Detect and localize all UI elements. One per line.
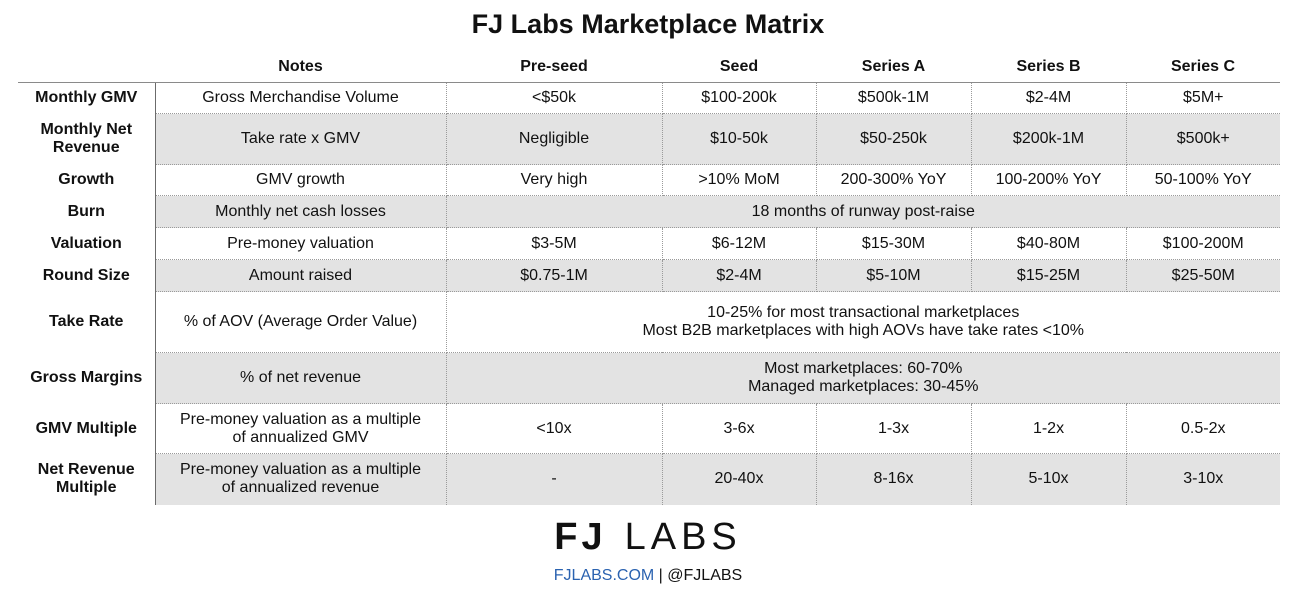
row-notes: % of AOV (Average Order Value): [155, 291, 447, 353]
row-label: Growth: [18, 164, 156, 196]
cell-seed: >10% MoM: [662, 164, 817, 196]
row-notes: % of net revenue: [155, 352, 447, 404]
cell-series-a: $500k-1M: [816, 82, 972, 114]
cell-series-c: $5M+: [1126, 82, 1280, 114]
cell-seed: 20-40x: [662, 453, 817, 505]
cell-series-c: $25-50M: [1126, 259, 1280, 292]
header-seed: Seed: [662, 52, 816, 83]
row-monthly-gmv: Monthly GMV Gross Merchandise Volume <$5…: [18, 82, 1280, 114]
cell-line-2: Most B2B marketplaces with high AOVs hav…: [642, 322, 1085, 339]
cell-pre-seed: $0.75-1M: [446, 259, 663, 292]
header-series-a: Series A: [816, 52, 971, 83]
row-growth: Growth GMV growth Very high >10% MoM 200…: [18, 164, 1280, 196]
cell-pre-seed: Very high: [446, 164, 663, 196]
row-label: Round Size: [18, 259, 156, 292]
cell-pre-seed: $3-5M: [446, 227, 663, 260]
cell-series-a: 1-3x: [816, 403, 972, 454]
cell-line-1: 10-25% for most transactional marketplac…: [707, 304, 1020, 321]
cell-seed: $100-200k: [662, 82, 817, 114]
row-label-line-1: Monthly Net: [40, 121, 133, 138]
header-pre-seed: Pre-seed: [446, 52, 662, 83]
fj-labs-logo: FJ LABS: [0, 514, 1296, 560]
row-notes: Pre-money valuation as a multiple of annu…: [155, 453, 447, 505]
row-monthly-net-revenue: Monthly Net Revenue Take rate x GMV Negli…: [18, 113, 1280, 165]
row-valuation: Valuation Pre-money valuation $3-5M $6-1…: [18, 227, 1280, 260]
footer: FJLABS.COM | @FJLABS: [0, 565, 1296, 587]
cell-series-c: $100-200M: [1126, 227, 1280, 260]
cell-series-a: $50-250k: [816, 113, 972, 165]
header-row: Notes Pre-seed Seed Series A Series B Se…: [18, 52, 1280, 83]
row-notes: Amount raised: [155, 259, 447, 292]
row-gross-margins: Gross Margins % of net revenue Most mark…: [18, 352, 1280, 404]
cell-series-a: $15-30M: [816, 227, 972, 260]
row-gmv-multiple: GMV Multiple Pre-money valuation as a mu…: [18, 403, 1280, 454]
row-label: Net Revenue Multiple: [18, 453, 156, 505]
cell-pre-seed: Negligible: [446, 113, 663, 165]
website-link[interactable]: FJLABS.COM: [553, 567, 655, 584]
row-label: Gross Margins: [18, 352, 156, 404]
cell-line-2: Managed marketplaces: 30-45%: [748, 378, 979, 395]
notes-line-1: Pre-money valuation as a multiple: [179, 461, 421, 479]
cell-series-c: $500k+: [1126, 113, 1280, 165]
cell-series-b: $15-25M: [971, 259, 1127, 292]
cell-series-a: 200-300% YoY: [816, 164, 972, 196]
cell-pre-seed: -: [446, 453, 663, 505]
cell-pre-seed: <$50k: [446, 82, 663, 114]
row-label: Monthly GMV: [18, 82, 156, 114]
row-label-line-2: Multiple: [56, 479, 117, 496]
logo-labs-text: LABS: [624, 516, 742, 558]
cell-series-b: $40-80M: [971, 227, 1127, 260]
notes-line-2: of annualized GMV: [232, 428, 369, 446]
page-title: FJ Labs Marketplace Matrix: [471, 9, 825, 39]
row-notes: Pre-money valuation as a multiple of annu…: [155, 403, 447, 454]
row-take-rate: Take Rate % of AOV (Average Order Value)…: [18, 291, 1280, 353]
header-label: [18, 52, 155, 83]
social-handle[interactable]: @FJLABS: [667, 567, 743, 584]
cell-line-1: Most marketplaces: 60-70%: [764, 360, 963, 377]
cell-seed: $2-4M: [662, 259, 817, 292]
row-label: GMV Multiple: [18, 403, 156, 454]
cell-seed: $6-12M: [662, 227, 817, 260]
cell-merged: 10-25% for most transactional marketplac…: [446, 291, 1280, 353]
row-notes: Take rate x GMV: [155, 113, 447, 165]
cell-seed: 3-6x: [662, 403, 817, 454]
cell-series-b: 5-10x: [971, 453, 1127, 505]
cell-series-c: 3-10x: [1126, 453, 1280, 505]
marketplace-matrix-table: Notes Pre-seed Seed Series A Series B Se…: [18, 52, 1280, 505]
cell-seed: $10-50k: [662, 113, 817, 165]
row-burn: Burn Monthly net cash losses 18 months o…: [18, 195, 1280, 228]
row-notes: Pre-money valuation: [155, 227, 447, 260]
cell-pre-seed: <10x: [446, 403, 663, 454]
cell-series-a: $5-10M: [816, 259, 972, 292]
cell-series-b: $200k-1M: [971, 113, 1127, 165]
header-series-c: Series C: [1126, 52, 1280, 83]
row-notes: Gross Merchandise Volume: [155, 82, 447, 114]
cell-series-b: 100-200% YoY: [971, 164, 1127, 196]
row-label-line-2: Revenue: [52, 139, 120, 156]
cell-series-b: 1-2x: [971, 403, 1127, 454]
cell-series-c: 0.5-2x: [1126, 403, 1280, 454]
row-round-size: Round Size Amount raised $0.75-1M $2-4M …: [18, 259, 1280, 292]
footer-separator: |: [654, 567, 668, 584]
row-label: Burn: [18, 195, 156, 228]
cell-series-a: 8-16x: [816, 453, 972, 505]
row-notes: Monthly net cash losses: [155, 195, 447, 228]
header-notes: Notes: [155, 52, 446, 83]
row-label-line-1: Net Revenue: [37, 461, 135, 478]
row-label: Valuation: [18, 227, 156, 260]
cell-series-b: $2-4M: [971, 82, 1127, 114]
notes-line-1: Pre-money valuation as a multiple: [179, 410, 421, 428]
cell-series-c: 50-100% YoY: [1126, 164, 1280, 196]
logo-fj-text: FJ: [554, 516, 607, 558]
cell-merged: 18 months of runway post-raise: [446, 195, 1280, 228]
notes-line-2: of annualized revenue: [221, 479, 380, 497]
row-notes: GMV growth: [155, 164, 447, 196]
row-label: Take Rate: [18, 291, 156, 353]
cell-merged: Most marketplaces: 60-70% Managed marketp…: [446, 352, 1280, 404]
header-series-b: Series B: [971, 52, 1126, 83]
row-net-revenue-multiple: Net Revenue Multiple Pre-money valuation …: [18, 453, 1280, 505]
row-label: Monthly Net Revenue: [18, 113, 156, 165]
